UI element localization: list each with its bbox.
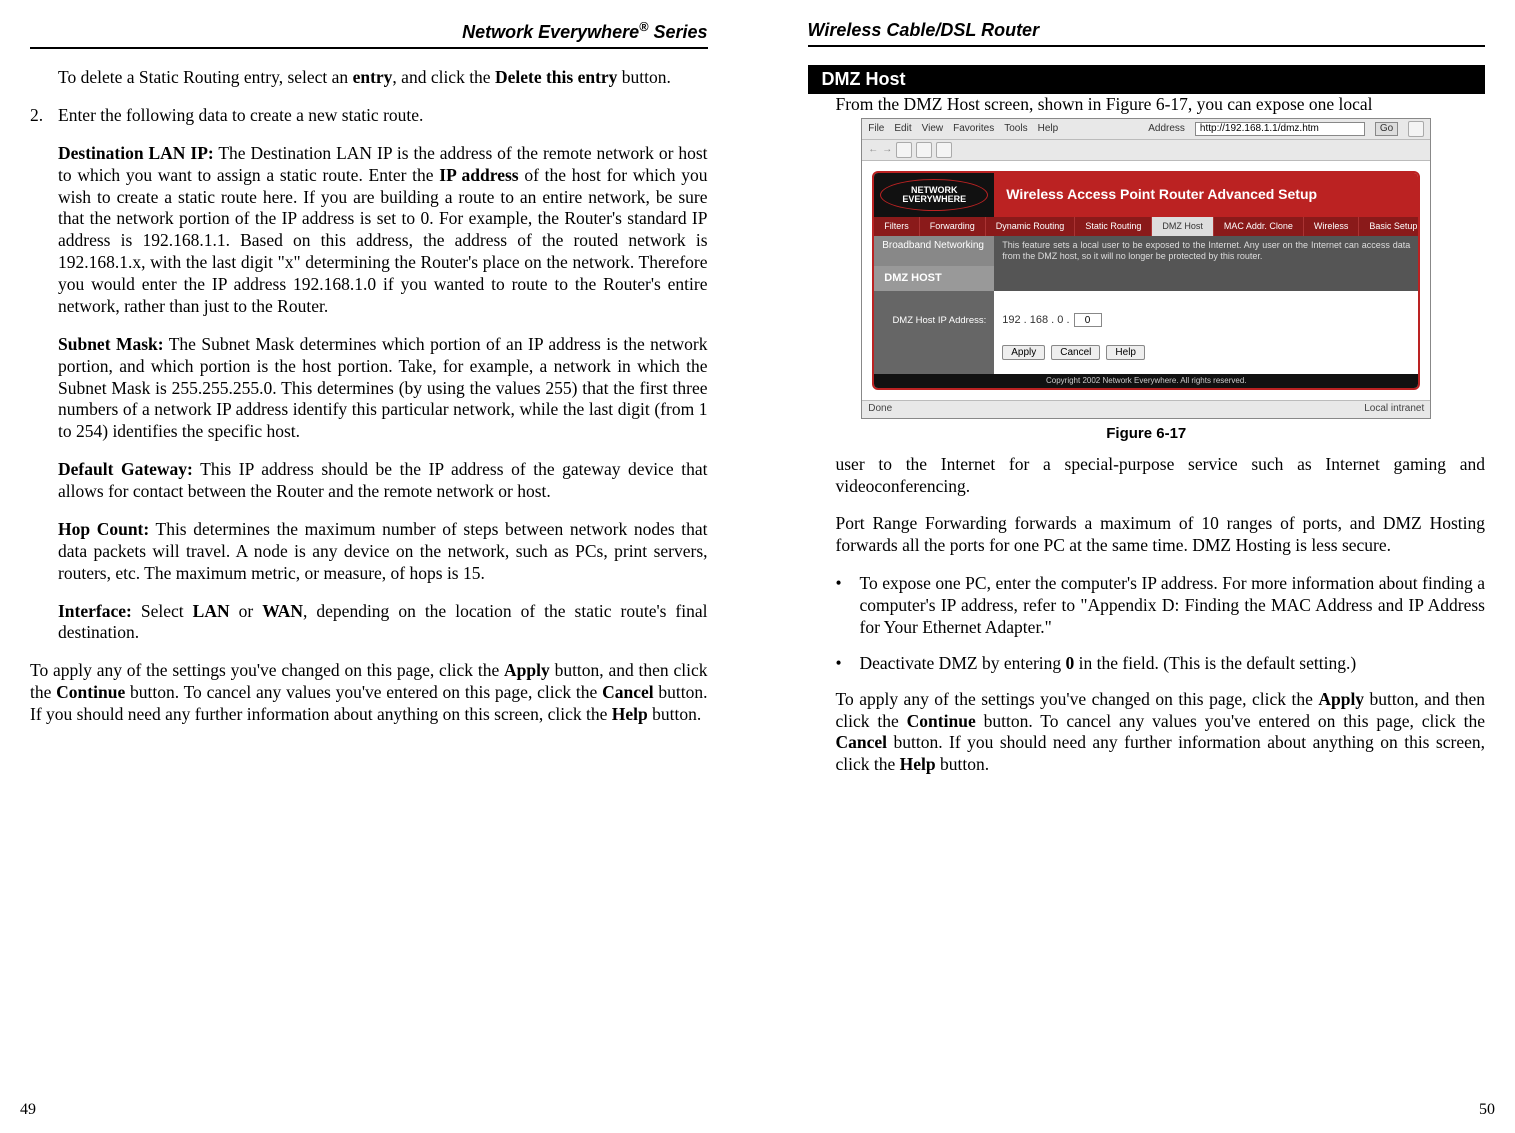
hop-label: Hop Count:	[58, 519, 149, 539]
tab-basic-setup[interactable]: Basic Setup	[1359, 217, 1420, 236]
left-page: Network Everywhere® Series To delete a S…	[0, 0, 758, 1133]
step-number: 2.	[30, 105, 58, 127]
tab-forwarding[interactable]: Forwarding	[920, 217, 986, 236]
network-logo: NETWORK EVERYWHERE	[880, 179, 988, 211]
ip-last-octet-input[interactable]	[1074, 313, 1102, 327]
interface: Interface: Select LAN or WAN, depending …	[58, 601, 708, 645]
menu-edit[interactable]: Edit	[894, 123, 911, 136]
tab-dynamic-routing[interactable]: Dynamic Routing	[986, 217, 1076, 236]
menu-view[interactable]: View	[922, 123, 944, 136]
right-header: Wireless Cable/DSL Router	[808, 20, 1486, 47]
browser-menubar: File Edit View Favorites Tools Help Addr…	[862, 119, 1430, 140]
browser-toolbar: ← →	[862, 140, 1430, 161]
menu-favorites[interactable]: Favorites	[953, 123, 994, 136]
subnet-label: Subnet Mask:	[58, 334, 164, 354]
tab-mac-clone[interactable]: MAC Addr. Clone	[1214, 217, 1304, 236]
intro-continued: user to the Internet for a special-purpo…	[836, 454, 1486, 498]
tab-dmz-host[interactable]: DMZ Host	[1152, 217, 1214, 236]
right-page-number: 50	[1479, 1101, 1495, 1119]
router-inner: NETWORK EVERYWHERE Wireless Access Point…	[872, 171, 1420, 391]
figure-caption: Figure 6-17	[808, 425, 1486, 444]
status-left: Done	[868, 403, 892, 416]
ie-logo-icon	[1408, 121, 1424, 137]
subnet-mask: Subnet Mask: The Subnet Mask determines …	[58, 334, 708, 443]
intro-line-top: From the DMZ Host screen, shown in Figur…	[836, 94, 1486, 116]
ip-line: 192 . 168 . 0 .	[1002, 313, 1410, 327]
button-row: Apply Cancel Help	[1002, 345, 1410, 360]
ip-prefix: 192 . 168 . 0 .	[1002, 314, 1069, 328]
right-body: From the DMZ Host screen, shown in Figur…	[808, 94, 1486, 792]
bullet-dot-icon: •	[836, 653, 860, 675]
apply-button[interactable]: Apply	[1002, 345, 1045, 360]
router-header: NETWORK EVERYWHERE Wireless Access Point…	[874, 173, 1418, 217]
main-panel: 192 . 168 . 0 . Apply Cancel Help	[994, 291, 1418, 374]
back-icon[interactable]: ←	[868, 144, 878, 157]
step-2: 2. Enter the following data to create a …	[30, 105, 708, 127]
address-label: Address	[1148, 123, 1185, 136]
address-input[interactable]	[1195, 122, 1365, 136]
tab-wireless[interactable]: Wireless	[1304, 217, 1360, 236]
bullet-1-text: To expose one PC, enter the computer's I…	[860, 573, 1486, 639]
logo-text: NETWORK EVERYWHERE	[895, 186, 973, 204]
go-button[interactable]: Go	[1375, 122, 1398, 137]
tab-static-routing[interactable]: Static Routing	[1075, 217, 1152, 236]
home-icon[interactable]	[936, 142, 952, 158]
refresh-icon[interactable]	[916, 142, 932, 158]
browser-status-bar: Done Local intranet	[862, 400, 1430, 418]
dest-label: Destination LAN IP:	[58, 143, 214, 163]
bullet-2: • Deactivate DMZ by entering 0 in the fi…	[836, 653, 1486, 675]
stop-icon[interactable]	[896, 142, 912, 158]
router-title: Wireless Access Point Router Advanced Se…	[994, 173, 1418, 217]
apply-paragraph-left: To apply any of the settings you've chan…	[30, 660, 708, 726]
side-panel: DMZ Host IP Address:	[874, 291, 994, 374]
port-forwarding-paragraph: Port Range Forwarding forwards a maximum…	[836, 513, 1486, 557]
delete-entry-paragraph: To delete a Static Routing entry, select…	[58, 67, 708, 89]
forward-icon[interactable]: →	[882, 144, 892, 157]
tabs-row: Filters Forwarding Dynamic Routing Stati…	[874, 217, 1418, 236]
left-page-number: 49	[20, 1101, 36, 1119]
iface-label: Interface:	[58, 601, 132, 621]
logo-cell: NETWORK EVERYWHERE	[874, 173, 994, 217]
step-text: Enter the following data to create a new…	[58, 105, 708, 127]
menu-tools[interactable]: Tools	[1004, 123, 1027, 136]
help-button[interactable]: Help	[1106, 345, 1145, 360]
destination-lan-ip: Destination LAN IP: The Destination LAN …	[58, 143, 708, 318]
broadband-networking-label: Broadband Networking	[874, 236, 994, 266]
copyright-bar: Copyright 2002 Network Everywhere. All r…	[874, 374, 1418, 388]
left-header: Network Everywhere® Series	[30, 20, 708, 49]
gateway-label: Default Gateway:	[58, 459, 193, 479]
apply-paragraph-right: To apply any of the settings you've chan…	[836, 689, 1486, 777]
menu-file[interactable]: File	[868, 123, 884, 136]
content-row: DMZ Host IP Address: 192 . 168 . 0 . App…	[874, 291, 1418, 374]
bullet-dot-icon: •	[836, 573, 860, 639]
right-page: Wireless Cable/DSL Router DMZ Host From …	[758, 0, 1515, 1133]
subhead-row: Broadband Networking This feature sets a…	[874, 236, 1418, 266]
cancel-button[interactable]: Cancel	[1051, 345, 1100, 360]
bullet-1: • To expose one PC, enter the computer's…	[836, 573, 1486, 639]
menu-help[interactable]: Help	[1038, 123, 1059, 136]
dmz-host-label: DMZ HOST	[874, 266, 994, 292]
status-right: Local intranet	[1364, 403, 1424, 416]
router-page: NETWORK EVERYWHERE Wireless Access Point…	[862, 161, 1430, 401]
figure-6-17: File Edit View Favorites Tools Help Addr…	[808, 118, 1486, 419]
dmz-host-section-bar: DMZ Host	[808, 65, 1486, 94]
browser-window: File Edit View Favorites Tools Help Addr…	[861, 118, 1431, 419]
default-gateway: Default Gateway: This IP address should …	[58, 459, 708, 503]
hop-count: Hop Count: This determines the maximum n…	[58, 519, 708, 585]
dmz-description: This feature sets a local user to be exp…	[994, 236, 1418, 266]
bullet-2-text: Deactivate DMZ by entering 0 in the fiel…	[860, 653, 1486, 675]
dmz-ip-label: DMZ Host IP Address:	[882, 315, 986, 326]
left-body: To delete a Static Routing entry, select…	[30, 67, 708, 742]
tab-filters[interactable]: Filters	[874, 217, 920, 236]
